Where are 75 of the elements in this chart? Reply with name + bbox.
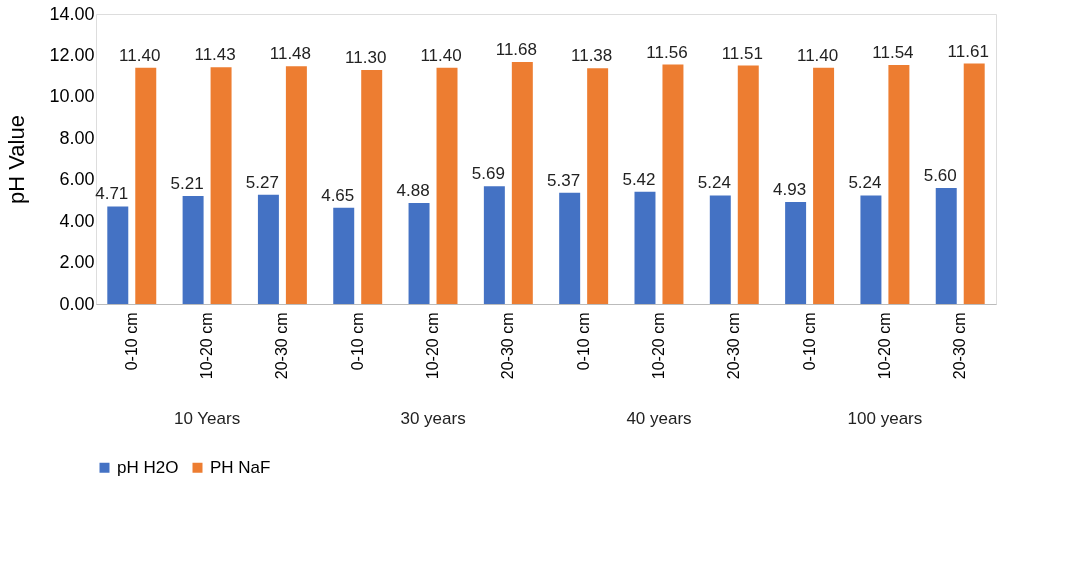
x-tick-label: 20-30 cm bbox=[499, 312, 517, 380]
x-tick-label: 0-10 cm bbox=[122, 312, 140, 371]
y-tick-label: 2.00 bbox=[59, 252, 95, 273]
data-label: 11.54 bbox=[872, 42, 914, 62]
x-tick-label: 10-20 cm bbox=[198, 312, 216, 380]
bar bbox=[860, 195, 882, 304]
y-tick-label: 0.00 bbox=[59, 293, 95, 314]
bar bbox=[107, 206, 129, 304]
x-tick-label: 10-20 cm bbox=[649, 312, 667, 380]
data-label: 11.48 bbox=[269, 44, 312, 64]
text: 100 years bbox=[847, 409, 923, 428]
bar bbox=[888, 64, 910, 304]
data-label: 11.43 bbox=[194, 45, 236, 65]
legend-label: pH H2O bbox=[117, 457, 179, 477]
bar bbox=[182, 196, 204, 304]
y-tick-label: 14.00 bbox=[49, 3, 95, 24]
data-label: 5.24 bbox=[697, 173, 731, 193]
data-label: 5.42 bbox=[622, 169, 656, 189]
bar bbox=[511, 62, 533, 304]
bar bbox=[737, 65, 759, 304]
bar bbox=[963, 63, 985, 304]
bar bbox=[559, 192, 581, 304]
bar bbox=[257, 194, 279, 304]
x-tick-label: 0-10 cm bbox=[800, 312, 818, 371]
data-label: 5.27 bbox=[245, 172, 279, 192]
data-label: 11.61 bbox=[947, 41, 989, 61]
bar bbox=[436, 67, 458, 304]
y-tick-label: 6.00 bbox=[59, 169, 95, 190]
data-label: 11.40 bbox=[119, 45, 161, 65]
text: 10 Years bbox=[173, 409, 241, 428]
x-tick-label: 20-30 cm bbox=[951, 312, 969, 380]
y-tick-label: 10.00 bbox=[49, 86, 95, 107]
bar bbox=[587, 68, 609, 304]
x-tick-label: 0-10 cm bbox=[574, 312, 592, 371]
bar bbox=[813, 67, 835, 304]
bar bbox=[333, 207, 355, 304]
data-label: 11.51 bbox=[721, 43, 763, 63]
bar bbox=[361, 69, 383, 304]
y-tick-label: 12.00 bbox=[49, 44, 95, 65]
y-tick-label: 8.00 bbox=[59, 127, 95, 148]
legend-label: PH NaF bbox=[210, 457, 271, 477]
data-label: 5.69 bbox=[471, 164, 505, 184]
y-axis-title: pH Value bbox=[4, 115, 30, 204]
data-label: 4.65 bbox=[321, 185, 355, 205]
data-label: 4.71 bbox=[95, 184, 129, 204]
y-tick-label: 4.00 bbox=[59, 210, 95, 231]
bar bbox=[935, 188, 957, 304]
x-tick-label: 10-20 cm bbox=[875, 312, 893, 380]
x-tick-label: 0-10 cm bbox=[348, 312, 366, 371]
x-tick-label: 10-20 cm bbox=[424, 312, 442, 380]
bar bbox=[785, 201, 807, 304]
text: 30 years bbox=[400, 409, 466, 428]
data-label: 4.93 bbox=[773, 179, 807, 199]
text: 40 years bbox=[626, 409, 692, 428]
data-label: 5.60 bbox=[923, 166, 957, 185]
data-label: 5.37 bbox=[547, 170, 581, 190]
bar bbox=[662, 64, 684, 304]
x-tick-label: 20-30 cm bbox=[725, 312, 743, 380]
data-label: 5.24 bbox=[848, 173, 882, 193]
data-label: 4.88 bbox=[396, 180, 430, 200]
data-label: 11.40 bbox=[420, 45, 462, 65]
bar bbox=[210, 67, 232, 304]
bar bbox=[285, 66, 307, 304]
data-label: 11.30 bbox=[345, 47, 387, 67]
data-label: 11.56 bbox=[646, 42, 688, 62]
x-tick-label: 20-30 cm bbox=[273, 312, 291, 380]
bar bbox=[408, 202, 430, 304]
data-label: 11.68 bbox=[495, 40, 537, 60]
bar bbox=[135, 67, 157, 304]
data-label: 11.40 bbox=[796, 45, 839, 65]
bar bbox=[634, 191, 656, 304]
bar bbox=[709, 195, 731, 304]
bar bbox=[483, 186, 505, 304]
data-label: 11.38 bbox=[571, 46, 613, 66]
data-label: 5.21 bbox=[170, 174, 204, 194]
